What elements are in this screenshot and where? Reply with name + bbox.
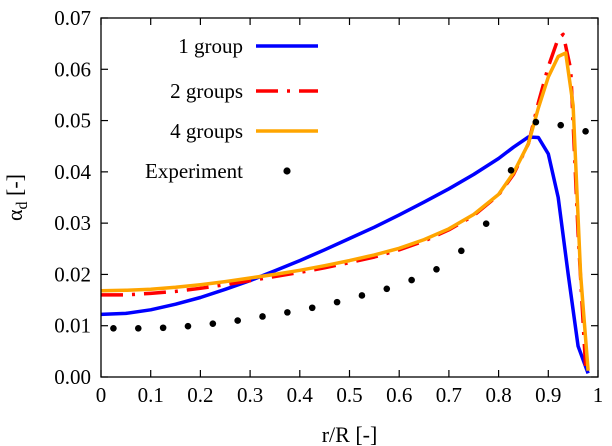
experiment-point	[259, 313, 266, 320]
experiment-point	[284, 309, 291, 316]
x-tick-label: 0.8	[485, 383, 511, 407]
experiment-point	[507, 167, 515, 174]
experiment-point	[333, 298, 341, 306]
legend-label: 4 groups	[170, 119, 243, 143]
y-tick-label: 0.07	[54, 6, 91, 30]
y-tick-label: 0.04	[54, 160, 91, 184]
experiment-point	[209, 320, 217, 327]
legend-marker	[283, 167, 291, 175]
experiment-point	[358, 292, 366, 299]
experiment-point	[308, 304, 316, 312]
x-tick-label: 0.9	[535, 383, 561, 407]
y-tick-label: 0.06	[54, 57, 91, 81]
legend-label: 2 groups	[170, 79, 243, 103]
series-line-3	[100, 51, 590, 371]
y-tick-label: 0.00	[54, 365, 91, 389]
plot-frame	[100, 17, 599, 378]
x-tick-label: 0	[96, 383, 107, 407]
plot-area	[100, 32, 590, 375]
experiment-point	[134, 324, 142, 332]
experiment-point	[458, 247, 465, 255]
experiment-point	[482, 220, 490, 227]
y-tick-label: 0.03	[54, 211, 91, 235]
legend: 1 group 2 groups 4 groups Experiment	[145, 34, 318, 183]
y-tick-label: 0.01	[54, 314, 91, 338]
x-tick-label: 0.4	[287, 383, 314, 407]
experiment-point	[408, 276, 415, 284]
x-tick-label: 0.3	[237, 383, 263, 407]
x-tick-label: 0.2	[187, 383, 213, 407]
y-axis-title-subscript: d	[14, 201, 31, 209]
experiment-point	[433, 266, 440, 273]
experiment-point	[184, 322, 192, 330]
experiment-point	[532, 118, 540, 126]
y-axis-title-unit: [-]	[2, 174, 27, 201]
x-axis: 0 0.1 0.2 0.3 0.4 0.5 0.6 0.7 0.8 0.9 1	[96, 18, 604, 407]
experiment-point	[383, 285, 391, 293]
x-tick-label: 0.5	[336, 383, 362, 407]
x-tick-label: 1	[593, 383, 604, 407]
experiment-point	[582, 128, 589, 135]
y-tick-label: 0.02	[54, 262, 91, 286]
x-axis-title: r/R [-]	[322, 422, 378, 446]
experiment-point	[557, 121, 565, 129]
series-line-1	[100, 135, 590, 375]
y-tick-label: 0.05	[54, 109, 91, 133]
x-tick-label: 0.1	[138, 383, 164, 407]
legend-label: Experiment	[145, 159, 243, 183]
experiment-point	[234, 317, 241, 324]
x-tick-label: 0.6	[386, 383, 412, 407]
y-axis: 0.00 0.01 0.02 0.03 0.04 0.05 0.06 0.07	[54, 6, 598, 389]
x-tick-label: 0.7	[436, 383, 462, 407]
y-axis-title: αd [-]	[2, 174, 31, 221]
experiment-point	[159, 324, 167, 332]
y-axis-title-symbol: α	[2, 209, 27, 221]
legend-label: 1 group	[178, 34, 243, 58]
experiment-point	[110, 324, 117, 332]
